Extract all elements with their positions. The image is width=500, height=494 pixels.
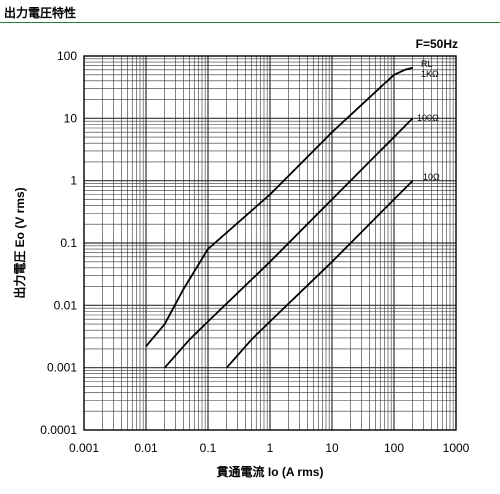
y-tick-label: 100	[57, 49, 77, 63]
x-tick-label: 10	[325, 441, 339, 455]
frequency-annotation: F=50Hz	[416, 37, 458, 51]
y-axis-label: 出力電圧 Eo (V rms)	[12, 187, 27, 298]
header-divider	[0, 22, 500, 23]
curve-label-3: 10Ω	[423, 172, 440, 182]
y-tick-label: 0.1	[60, 236, 77, 250]
y-tick-label: 0.01	[54, 298, 78, 312]
curve-label-2: 100Ω	[417, 113, 439, 123]
legend-heading: RL	[421, 59, 433, 69]
page-title: 出力電圧特性	[4, 6, 77, 20]
y-tick-label: 0.0001	[40, 423, 77, 437]
x-tick-label: 0.01	[134, 441, 158, 455]
curves	[145, 66, 414, 369]
x-tick-label: 100	[384, 441, 404, 455]
x-tick-label: 1	[267, 441, 274, 455]
x-axis-label: 貫通電流 Io (A rms)	[217, 464, 324, 479]
curve-3	[226, 180, 414, 369]
plot-frame	[83, 55, 457, 431]
curve-labels: 1KΩ 100Ω 10Ω	[417, 69, 440, 182]
x-tick-label: 0.1	[200, 441, 217, 455]
curve-1	[145, 66, 413, 347]
page-header: 出力電圧特性	[0, 0, 500, 24]
x-tick-label: 0.001	[69, 441, 99, 455]
curve-2	[164, 117, 414, 369]
chart-grid	[84, 56, 456, 430]
y-tick-label: 1	[70, 174, 77, 188]
curve-label-1: 1KΩ	[421, 69, 439, 79]
y-tick-labels: 100 10 1 0.1 0.01 0.001 0.0001	[40, 49, 77, 437]
x-tick-label: 1000	[443, 441, 470, 455]
x-tick-labels: 0.001 0.01 0.1 1 10 100 1000	[69, 441, 470, 455]
y-tick-label: 10	[64, 111, 78, 125]
y-tick-label: 0.001	[47, 361, 77, 375]
